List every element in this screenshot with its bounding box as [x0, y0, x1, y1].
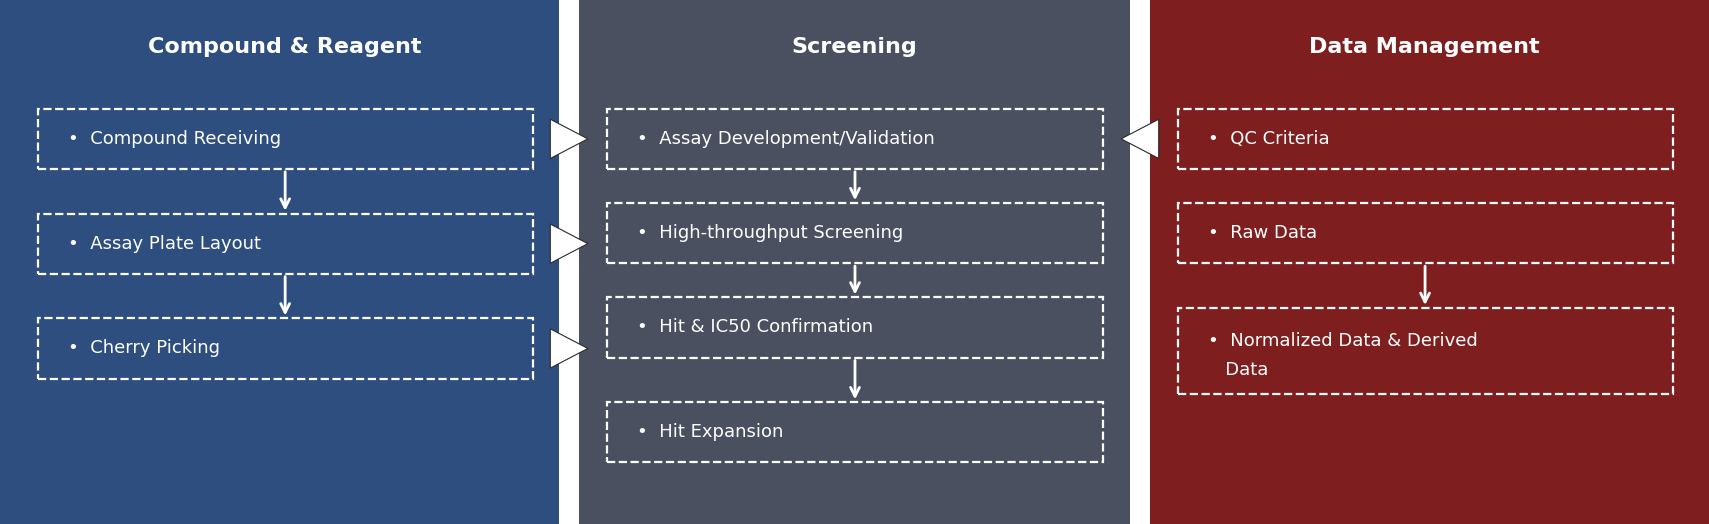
Bar	[1178, 109, 1673, 169]
Bar	[38, 318, 533, 378]
Bar	[0, 0, 569, 524]
Text: •  Hit Expansion: • Hit Expansion	[637, 423, 784, 441]
Bar	[607, 109, 1104, 169]
Text: Data: Data	[1208, 361, 1268, 379]
Text: •  QC Criteria: • QC Criteria	[1208, 130, 1330, 148]
Text: •  Cherry Picking: • Cherry Picking	[68, 340, 220, 357]
Text: •  Compound Receiving: • Compound Receiving	[68, 130, 282, 148]
Bar	[607, 298, 1104, 357]
Text: Compound & Reagent: Compound & Reagent	[147, 37, 422, 57]
Text: •  High-throughput Screening: • High-throughput Screening	[637, 224, 904, 242]
Text: Data Management: Data Management	[1309, 37, 1540, 57]
Bar	[607, 402, 1104, 463]
FancyArrow shape	[550, 329, 588, 368]
Bar	[607, 203, 1104, 263]
Text: •  Assay Development/Validation: • Assay Development/Validation	[637, 130, 935, 148]
Bar	[1178, 203, 1673, 263]
FancyArrow shape	[1121, 119, 1159, 158]
Bar	[559, 0, 579, 524]
Text: •  Raw Data: • Raw Data	[1208, 224, 1318, 242]
Bar	[38, 109, 533, 169]
Text: •  Hit & IC50 Confirmation: • Hit & IC50 Confirmation	[637, 319, 873, 336]
Bar	[569, 0, 1140, 524]
Text: •  Assay Plate Layout: • Assay Plate Layout	[68, 235, 261, 253]
Text: •  Normalized Data & Derived: • Normalized Data & Derived	[1208, 332, 1478, 350]
FancyArrow shape	[550, 224, 588, 263]
Bar	[1130, 0, 1150, 524]
Bar	[1140, 0, 1709, 524]
Bar	[38, 214, 533, 274]
Text: Screening: Screening	[791, 37, 918, 57]
FancyArrow shape	[550, 119, 588, 158]
Bar	[1178, 308, 1673, 394]
